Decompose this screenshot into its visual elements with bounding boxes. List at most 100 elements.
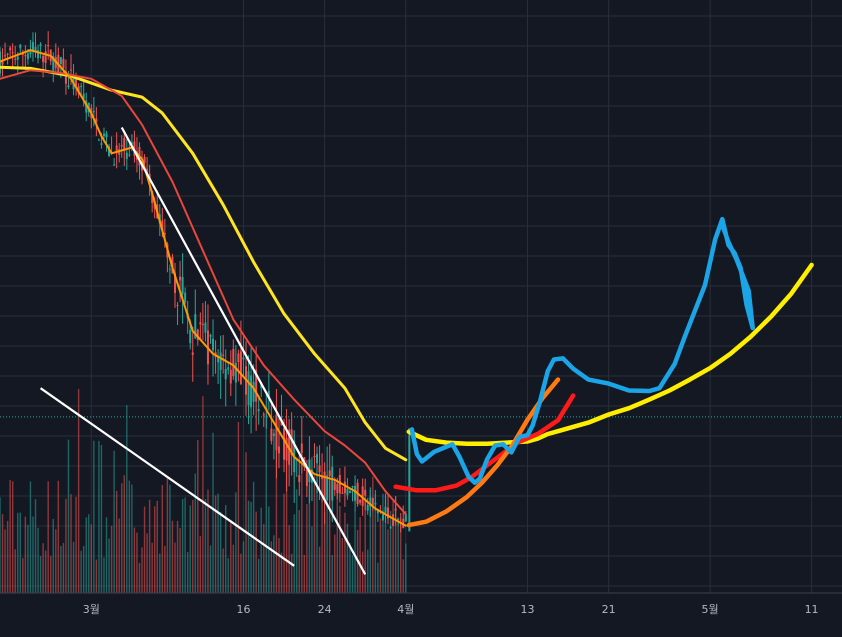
volume-bar xyxy=(1,514,4,593)
volume-bar xyxy=(47,481,49,593)
volume-bar xyxy=(318,546,321,593)
volume-bar xyxy=(4,529,6,593)
volume-bar xyxy=(100,445,103,593)
volume-bar xyxy=(354,510,356,593)
volume-bar xyxy=(110,525,113,593)
volume-bar xyxy=(323,512,326,593)
volume-bar xyxy=(389,511,392,593)
candle-body xyxy=(194,314,197,339)
volume-bar xyxy=(334,534,336,593)
volume-bar xyxy=(199,536,202,593)
volume-bar xyxy=(308,485,311,593)
drawn-path[interactable] xyxy=(406,262,814,447)
volume-bar xyxy=(275,449,278,593)
candle-body xyxy=(42,55,45,63)
candle-body xyxy=(47,44,50,46)
volume-bar xyxy=(141,547,143,593)
moving-averages xyxy=(0,49,408,527)
volume-bar xyxy=(311,526,313,593)
candle-body xyxy=(120,145,123,147)
volume-bar xyxy=(361,551,364,593)
candle-body xyxy=(285,437,288,461)
volume-bar xyxy=(326,477,328,593)
candle-body xyxy=(247,371,250,406)
candle-body xyxy=(239,351,242,384)
volume-bar xyxy=(369,489,371,593)
candle-body xyxy=(26,53,29,60)
volume-bar xyxy=(339,505,341,593)
volume-bar xyxy=(133,527,136,593)
volume-bar xyxy=(255,511,257,593)
candle-body xyxy=(336,483,339,494)
candle-body xyxy=(31,42,34,52)
candle-body xyxy=(204,322,207,333)
x-tick-label: 11 xyxy=(805,603,819,616)
candle-body xyxy=(227,367,230,370)
volume-bar xyxy=(39,556,42,593)
candle-body xyxy=(67,85,70,88)
candle-body xyxy=(108,146,111,156)
drawn-path[interactable] xyxy=(406,377,561,528)
candle-body xyxy=(1,59,4,65)
candle-body xyxy=(219,352,222,370)
volume-bar xyxy=(392,500,394,593)
candle-body xyxy=(16,56,19,60)
candle-body xyxy=(37,50,40,59)
volume-bar xyxy=(306,504,308,593)
volume-bar xyxy=(232,544,235,593)
volume-bars xyxy=(0,389,407,593)
volume-bar xyxy=(176,520,179,593)
candle-body xyxy=(95,118,98,123)
candle-body xyxy=(250,375,253,408)
candle-body xyxy=(82,93,85,99)
volume-bar xyxy=(65,498,67,593)
candle-body xyxy=(234,362,237,383)
volume-bar xyxy=(77,389,80,593)
volume-bar xyxy=(204,498,207,593)
volume-bar xyxy=(22,558,24,593)
x-tick-label: 5월 xyxy=(702,603,719,616)
volume-bar xyxy=(159,553,161,593)
volume-bar xyxy=(146,533,148,593)
moving-average-line xyxy=(0,49,407,527)
volume-bar xyxy=(217,493,219,593)
candle-body xyxy=(201,323,204,325)
volume-bar xyxy=(121,483,123,593)
candle-body xyxy=(255,369,258,402)
volume-bar xyxy=(174,542,176,593)
volume-bar xyxy=(316,479,318,593)
volume-bar xyxy=(296,489,298,593)
candle-body xyxy=(290,429,293,456)
candle-body xyxy=(318,465,321,473)
volume-bar xyxy=(313,475,316,593)
drawn-path[interactable] xyxy=(409,216,755,485)
candle-body xyxy=(34,46,37,52)
volume-bar xyxy=(397,520,399,593)
volume-bar xyxy=(50,556,52,593)
trendline[interactable] xyxy=(120,126,367,575)
volume-bar xyxy=(156,500,158,593)
volume-bar xyxy=(194,473,196,593)
trendline[interactable] xyxy=(39,387,295,567)
volume-bar xyxy=(288,525,290,593)
volume-bar xyxy=(265,414,267,593)
volume-bar xyxy=(85,517,87,593)
candle-body xyxy=(196,329,199,341)
volume-bar xyxy=(151,542,153,593)
volume-bar xyxy=(212,432,214,593)
candle-body xyxy=(52,55,55,71)
volume-bar xyxy=(27,524,29,593)
volume-bar xyxy=(131,484,133,593)
candle-body xyxy=(252,381,255,402)
candle-body xyxy=(0,51,1,74)
x-axis[interactable]: 3월 16 24 4월 13 21 5월 11 xyxy=(83,603,819,616)
volume-bar xyxy=(32,516,34,593)
candle-body xyxy=(168,268,171,270)
candle-body xyxy=(272,433,275,436)
volume-bar xyxy=(247,500,250,593)
volume-bar xyxy=(394,496,397,593)
volume-bar xyxy=(303,554,306,593)
x-tick-label: 3월 xyxy=(83,603,100,616)
volume-bar xyxy=(405,543,407,593)
